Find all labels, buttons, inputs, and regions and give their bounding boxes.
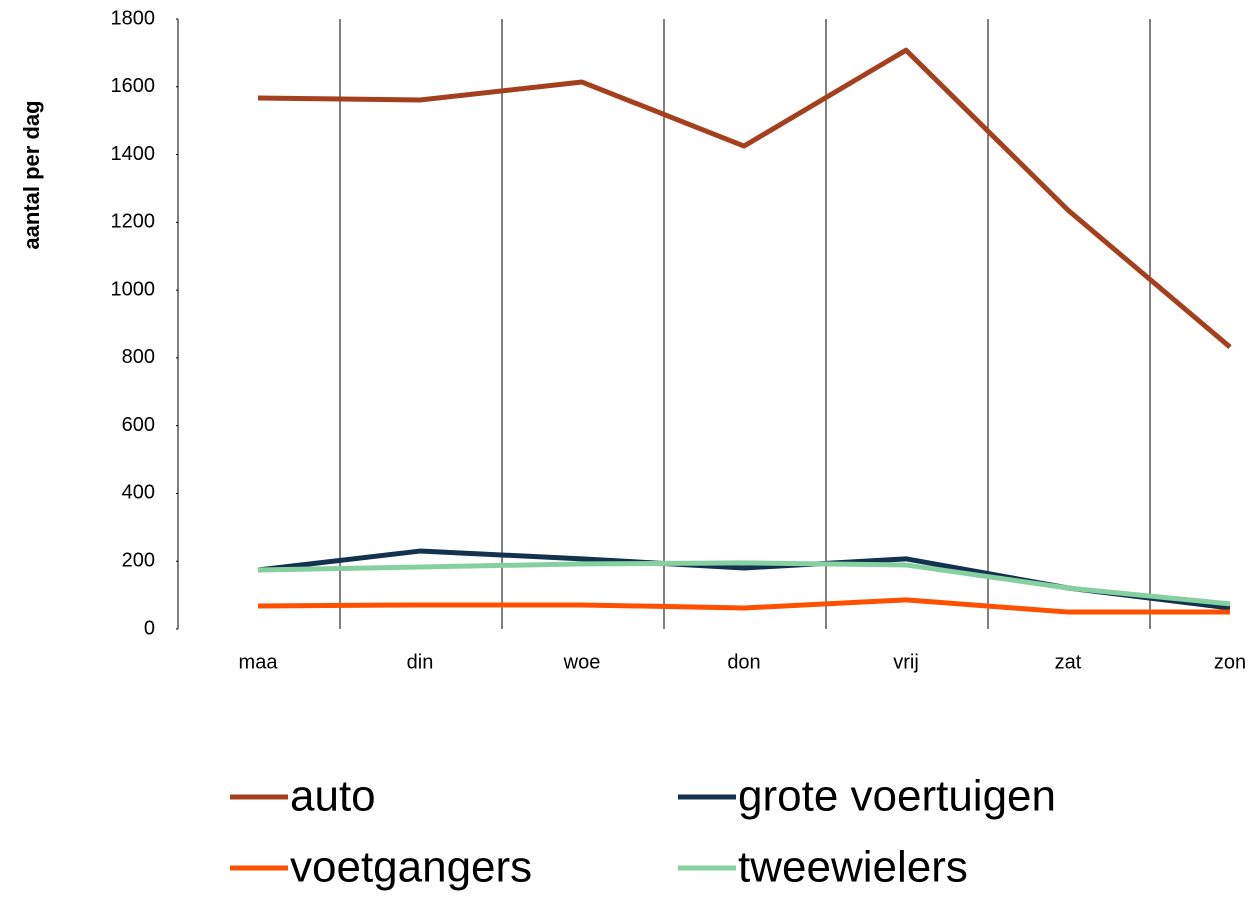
legend-label: auto [290, 772, 376, 821]
x-tick-label: zon [1214, 651, 1246, 673]
y-tick-label: 200 [122, 550, 155, 572]
y-tick-label: 1200 [111, 211, 156, 233]
x-tick-label: don [727, 651, 760, 673]
y-axis-label: aantal per dag [19, 100, 44, 249]
x-tick-label: woe [563, 651, 601, 673]
series-line [257, 560, 1231, 607]
x-tick-label: din [407, 651, 434, 673]
x-tick-label: maa [239, 651, 279, 673]
y-tick-label: 1000 [111, 278, 156, 300]
y-tick-label: 1400 [111, 143, 156, 165]
y-tick-label: 600 [122, 414, 155, 436]
legend-label: grote voertuigen [738, 772, 1056, 821]
series-line [257, 597, 1230, 615]
legend-label: tweewielers [738, 843, 968, 892]
y-tick-label: 1600 [111, 75, 156, 97]
series-line [257, 47, 1232, 349]
y-tick-label: 1800 [111, 7, 156, 29]
x-tick-label: zat [1055, 651, 1082, 673]
legend-label: voetgangers [290, 843, 532, 892]
series-line [257, 548, 1231, 611]
y-tick-label: 0 [144, 617, 155, 639]
y-tick-label: 800 [122, 346, 155, 368]
x-tick-label: vrij [893, 651, 919, 673]
y-tick-label: 400 [122, 482, 155, 504]
